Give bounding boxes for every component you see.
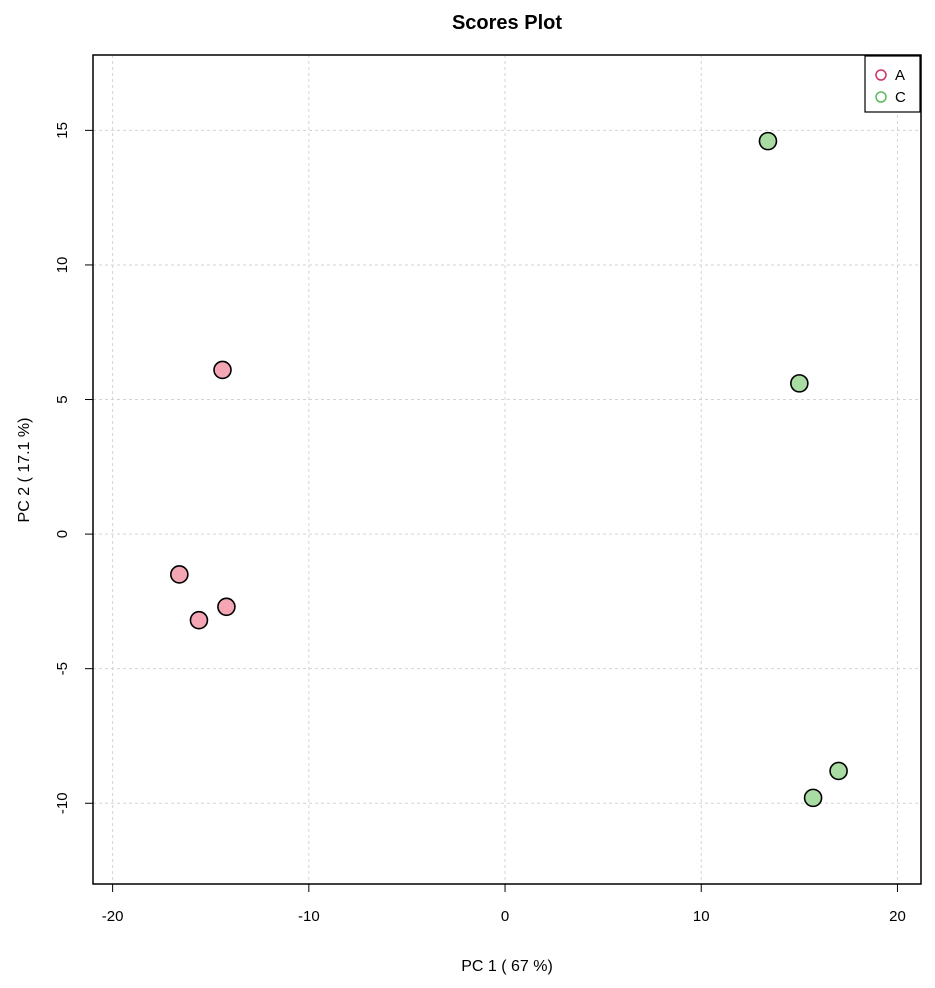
legend-box [864, 55, 921, 113]
data-point-c [803, 788, 823, 808]
data-point-a [213, 360, 232, 380]
legend: AC [864, 55, 921, 113]
y-axis-label: PC 2 ( 17.1 %) [16, 418, 33, 523]
plot-frame [92, 54, 922, 885]
y-tick-label: 5 [54, 395, 71, 403]
grid-layer [93, 55, 921, 884]
y-tick-label: -10 [54, 792, 71, 814]
x-tick-label: -10 [298, 908, 320, 925]
x-tick-label: 0 [501, 908, 509, 925]
ticks-layer: -20 -10 0 10 20 -10 -5 0 5 10 15 [54, 122, 906, 925]
data-point-a [217, 597, 236, 617]
legend-label-c: C [895, 89, 906, 106]
x-tick-label: -20 [102, 908, 124, 925]
y-tick-label: 0 [54, 530, 71, 538]
chart-title: Scores Plot [452, 12, 562, 34]
x-axis-label: PC 1 ( 67 %) [461, 958, 553, 975]
legend-marker-a [875, 69, 887, 81]
y-tick-label: -5 [54, 662, 71, 675]
data-point-a [189, 610, 209, 630]
y-tick-label: 10 [54, 257, 71, 274]
legend-label-a: A [895, 67, 905, 84]
data-point-a [170, 565, 189, 584]
points-layer [170, 131, 848, 808]
data-point-c [829, 761, 848, 781]
data-point-c [758, 131, 778, 151]
x-tick-label: 20 [889, 908, 906, 925]
x-tick-label: 10 [693, 908, 710, 925]
legend-marker-c [875, 91, 887, 103]
data-point-c [790, 374, 809, 393]
y-tick-label: 15 [54, 122, 71, 139]
